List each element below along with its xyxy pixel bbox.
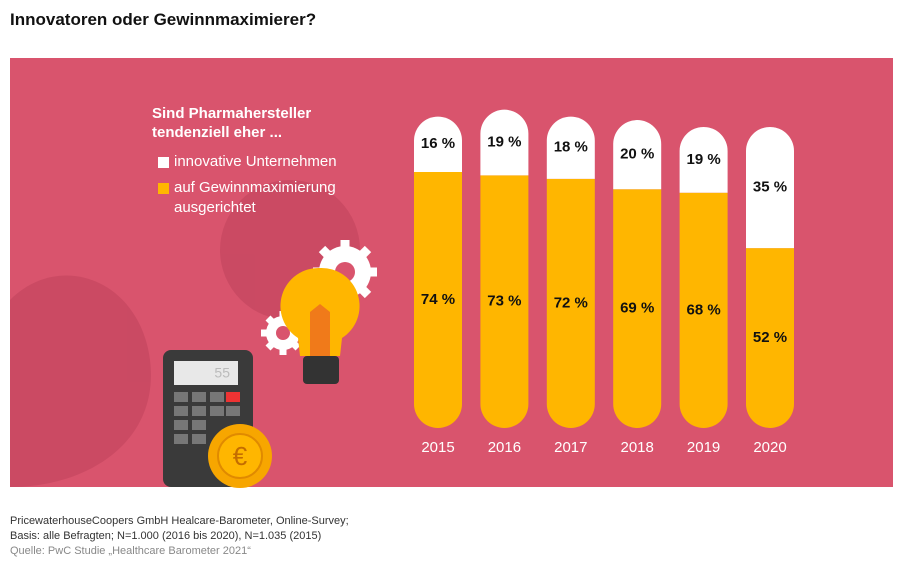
legend-items: innovative Unternehmen auf Gewinnmaximier… — [152, 152, 382, 218]
x-tick-label: 2016 — [488, 439, 521, 456]
source: Quelle: PwC Studie „Healthcare Barometer… — [10, 545, 251, 557]
bar-segment — [546, 178, 595, 428]
value-label: 18 % — [554, 139, 588, 156]
footnotes: PricewaterhouseCoopers GmbH Healcare-Bar… — [10, 514, 349, 559]
bar-segment — [414, 171, 462, 428]
value-label: 74 % — [421, 291, 455, 308]
coin-inner — [217, 433, 263, 479]
legend-item: auf Gewinnmaximierung ausgerichtet — [152, 178, 382, 218]
value-label: 73 % — [487, 293, 521, 310]
chart-title: Innovatoren oder Gewinnmaximierer? — [10, 10, 317, 29]
calculator-keys — [174, 392, 240, 444]
value-label: 19 % — [686, 151, 720, 168]
legend-item: innovative Unternehmen — [152, 152, 382, 172]
legend-title-line: tendenziell eher ... — [152, 124, 283, 141]
bar-segment — [679, 126, 728, 193]
calculator-display — [174, 361, 238, 385]
value-label: 19 % — [487, 134, 521, 151]
coin-symbol: € — [233, 441, 248, 471]
bar-segment — [546, 116, 595, 179]
value-label: 52 % — [753, 329, 787, 346]
bar-segment — [746, 126, 794, 249]
bars: 74 % 16 % 2015 73 % 19 % 2016 72 % 18 % 2017 69 %… — [414, 109, 794, 456]
bar-segment — [414, 116, 462, 172]
x-tick-label: 2017 — [554, 439, 587, 456]
value-label: 69 % — [620, 300, 654, 317]
value-label: 20 % — [620, 146, 654, 163]
x-tick-label: 2015 — [421, 439, 454, 456]
x-tick-label: 2019 — [687, 439, 720, 456]
legend-swatch — [158, 183, 169, 194]
legend: Sind Pharmahersteller tendenziell eher .… — [152, 104, 382, 224]
footnote: Basis: alle Befragten; N=1.000 (2016 bis… — [10, 530, 322, 542]
x-tick-label: 2018 — [621, 439, 654, 456]
bar-segment — [613, 120, 662, 190]
legend-label: auf Gewinnmaximierung ausgerichtet — [174, 179, 336, 216]
legend-label: innovative Unternehmen — [174, 153, 337, 170]
legend-title: Sind Pharmahersteller tendenziell eher .… — [152, 104, 382, 142]
bar-segment — [480, 175, 529, 428]
value-label: 72 % — [554, 294, 588, 311]
legend-title-line: Sind Pharmahersteller — [152, 105, 312, 122]
calculator-display-text: 55 — [214, 365, 230, 381]
value-label: 68 % — [686, 301, 720, 318]
bar-segment — [746, 248, 794, 428]
x-tick-label: 2020 — [753, 439, 786, 456]
legend-swatch — [158, 157, 169, 168]
bar-segment — [679, 192, 728, 428]
bulb-filament — [310, 304, 330, 356]
value-label: 16 % — [421, 135, 455, 152]
bar-segment — [480, 109, 529, 176]
bar-segment — [613, 189, 662, 428]
footnote: PricewaterhouseCoopers GmbH Healcare-Bar… — [10, 515, 349, 527]
value-label: 35 % — [753, 178, 787, 195]
illustration: 55 € — [163, 240, 377, 488]
bulb-base — [303, 356, 339, 384]
